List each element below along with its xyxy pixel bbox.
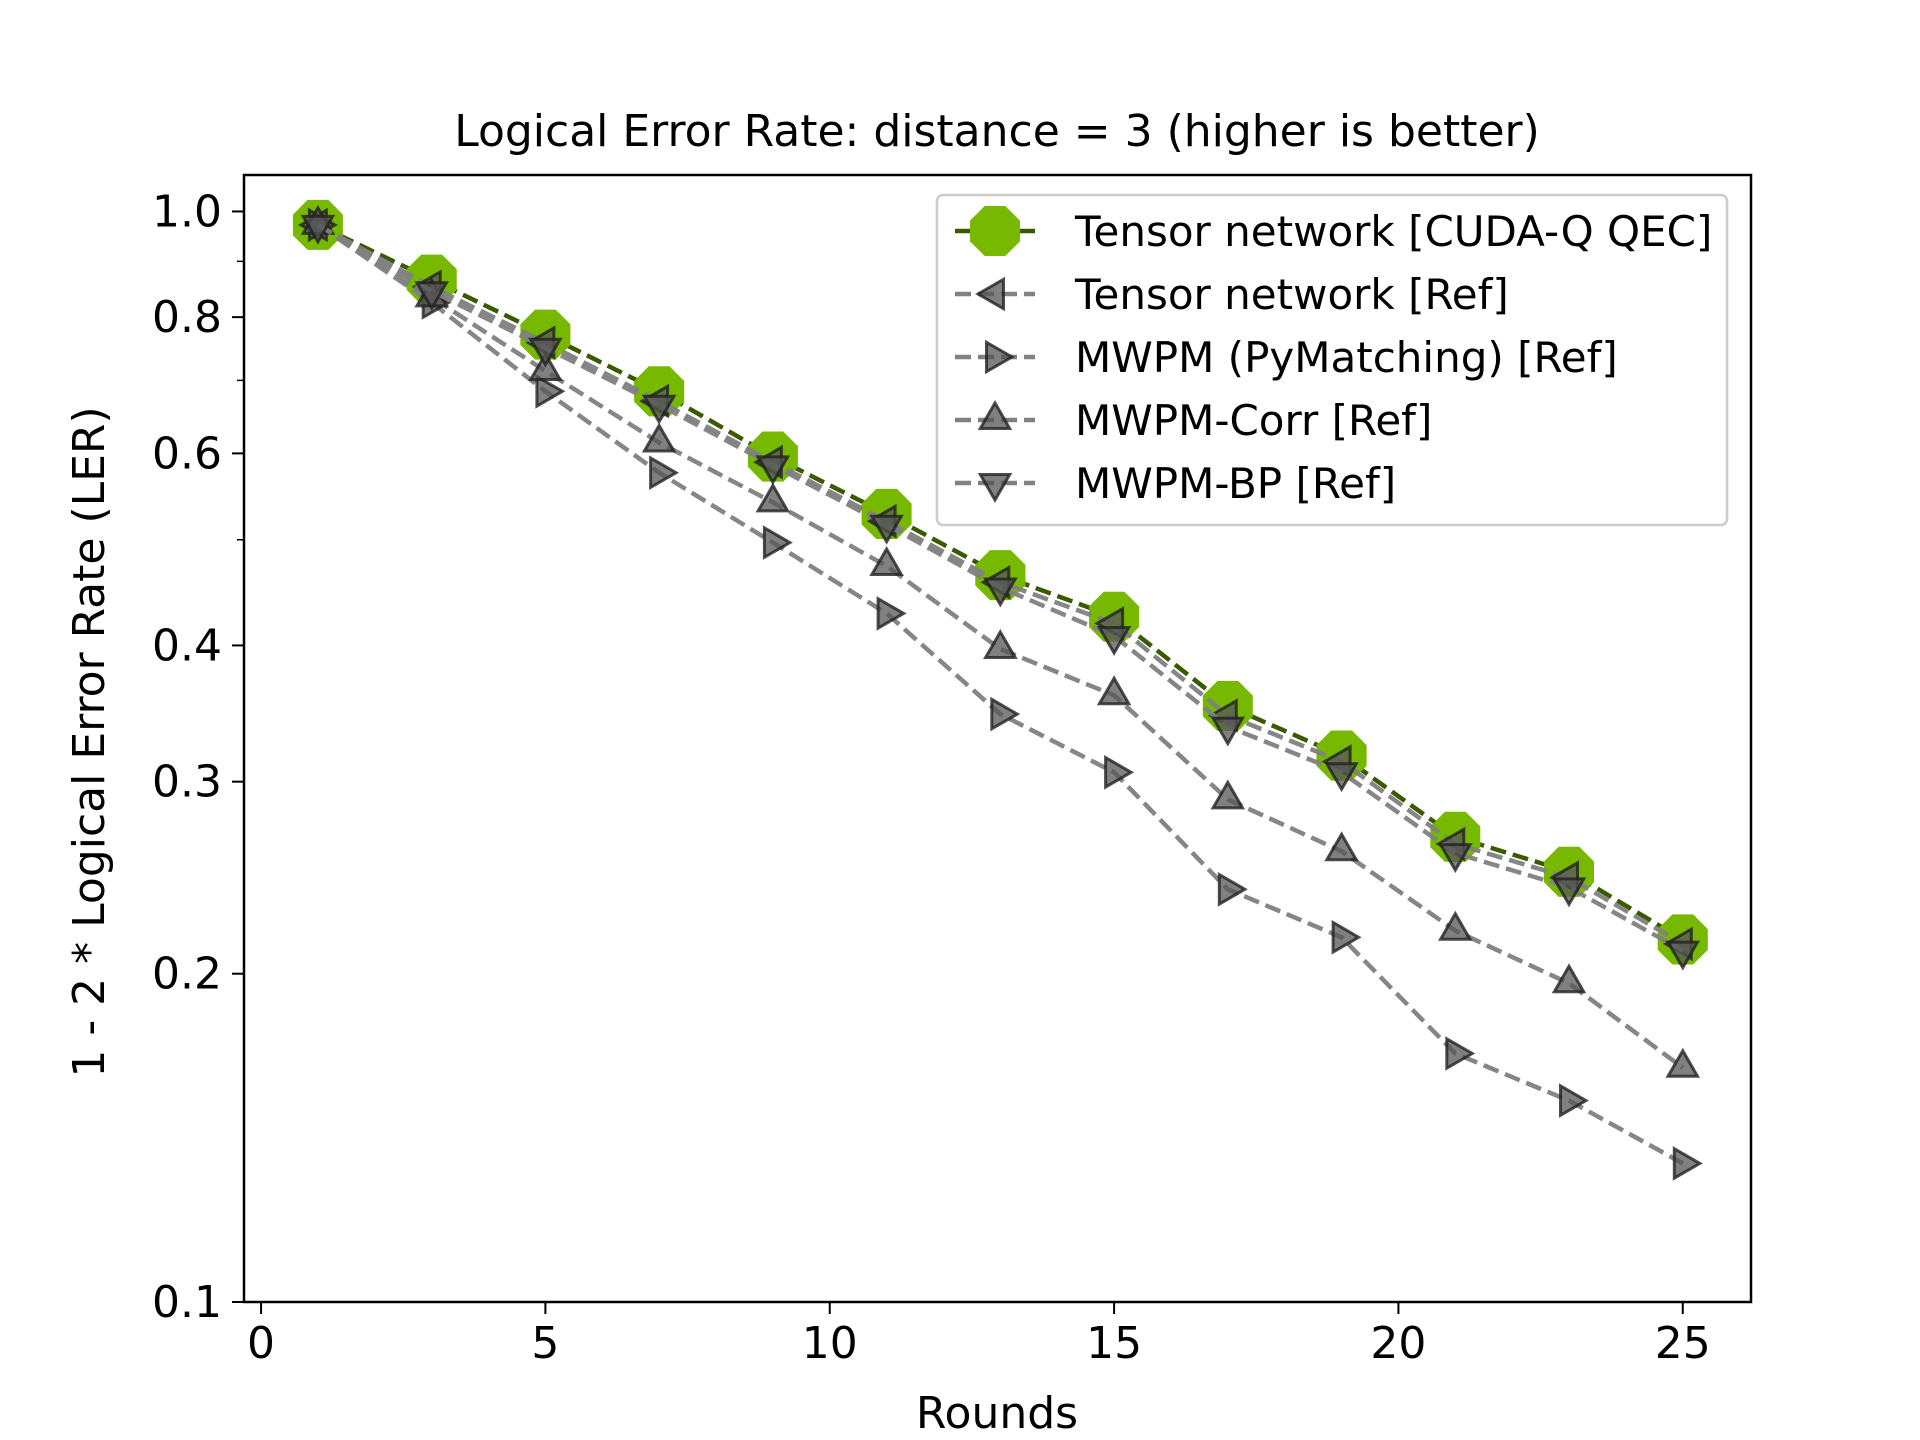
legend-label: Tensor network [CUDA-Q QEC] — [1074, 207, 1712, 256]
data-point — [1096, 626, 1132, 657]
legend-marker — [977, 473, 1013, 504]
y-tick-label: 0.8 — [152, 292, 222, 343]
data-point — [1438, 910, 1473, 941]
y-tick-label: 1.0 — [152, 186, 222, 237]
x-axis-label: Rounds — [916, 1388, 1078, 1439]
data-point — [1210, 779, 1246, 810]
y-axis-label: 1 - 2 * Logical Error Rate (LER) — [64, 406, 115, 1077]
data-point — [1672, 1146, 1703, 1181]
data-point — [1551, 877, 1587, 908]
legend-marker — [977, 399, 1013, 430]
data-point — [641, 422, 677, 453]
legend-label: Tensor network [Ref] — [1074, 270, 1509, 319]
data-point — [300, 214, 336, 245]
y-tick-label: 0.3 — [152, 757, 222, 808]
data-point — [755, 455, 791, 486]
legend-label: MWPM (PyMatching) [Ref] — [1075, 333, 1618, 382]
data-point — [641, 394, 677, 425]
data-point — [762, 525, 793, 560]
data-point — [1324, 831, 1359, 862]
data-point — [755, 482, 791, 513]
legend-box — [935, 193, 1729, 527]
data-point — [1210, 716, 1246, 747]
series-layer — [292, 199, 1708, 1181]
data-point — [1104, 755, 1135, 790]
data-point — [535, 374, 566, 409]
x-tick-label: 25 — [1655, 1318, 1711, 1369]
legend-label: MWPM-Corr [Ref] — [1075, 396, 1432, 445]
x-tick-label: 10 — [802, 1318, 858, 1369]
axis-layer: 0 5 10 15 20 25 0.1 0.2 0.3 0.4 0.6 0.8 1.0 — [152, 173, 1753, 1369]
data-point — [1445, 1036, 1476, 1071]
data-point — [414, 281, 449, 312]
data-point — [869, 545, 904, 576]
data-point — [876, 596, 907, 631]
x-tick-label: 20 — [1370, 1318, 1426, 1369]
plot-frame — [242, 173, 1753, 1304]
x-tick-label: 15 — [1086, 1318, 1142, 1369]
y-tick-label: 0.1 — [152, 1277, 222, 1328]
data-point — [1331, 919, 1362, 955]
legend-label: MWPM-BP [Ref] — [1075, 459, 1396, 508]
legend-entry-2: MWPM (PyMatching) [Ref] — [955, 333, 1618, 382]
legend-entry-0: Tensor network [CUDA-Q QEC] — [955, 206, 1712, 256]
data-point — [869, 514, 904, 545]
data-point — [1438, 843, 1473, 874]
legend-entry-4: MWPM-BP [Ref] — [955, 459, 1396, 508]
legend-entry-3: MWPM-Corr [Ref] — [955, 396, 1432, 445]
data-point — [1559, 1083, 1590, 1118]
data-point — [1324, 762, 1359, 793]
x-tick-label: 5 — [531, 1318, 559, 1369]
series-4 — [300, 214, 1701, 971]
legend-entry-1: Tensor network [Ref] — [955, 270, 1509, 319]
data-point — [983, 577, 1018, 608]
chart-title: Logical Error Rate: distance = 3 (higher… — [454, 106, 1540, 157]
y-tick-label: 0.2 — [152, 949, 222, 1000]
data-point — [1665, 1047, 1701, 1078]
y-tick-label: 0.4 — [152, 620, 222, 671]
data-point — [1665, 940, 1701, 971]
data-point — [1096, 675, 1132, 706]
legend-marker — [985, 339, 1016, 375]
data-point — [983, 629, 1018, 659]
data-point — [528, 337, 563, 368]
data-point — [649, 455, 680, 490]
legend-marker — [970, 206, 1020, 256]
data-point — [1551, 963, 1587, 994]
y-tick-label: 0.6 — [152, 428, 222, 479]
data-point — [1217, 872, 1248, 907]
x-tick-label: 0 — [247, 1318, 275, 1369]
data-point — [990, 696, 1021, 732]
legend: Tensor network [CUDA-Q QEC] Tensor networ… — [935, 193, 1729, 527]
legend-marker — [974, 276, 1005, 312]
